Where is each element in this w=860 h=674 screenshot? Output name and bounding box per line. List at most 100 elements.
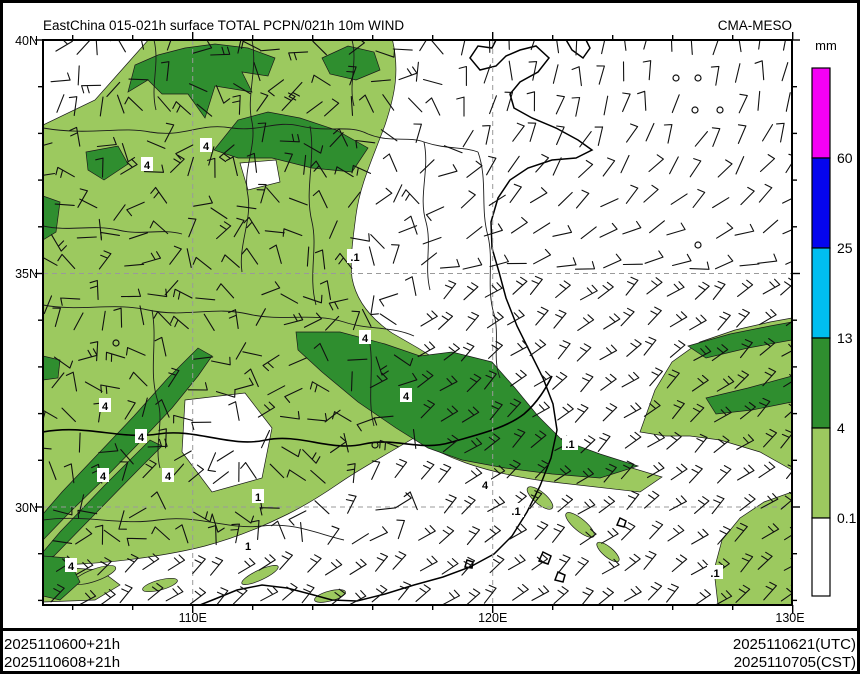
wind-barb (207, 525, 217, 546)
wind-barb (412, 428, 417, 449)
wind-barb (512, 276, 528, 295)
wind-barb (489, 401, 503, 421)
wind-barb (143, 164, 165, 173)
wind-barb (55, 166, 75, 178)
wind-barb (601, 558, 620, 575)
wind-barb (212, 471, 229, 484)
wind-barb (602, 157, 616, 177)
wind-barb (128, 232, 149, 240)
legend-value: 13 (837, 330, 853, 346)
wind-barb (763, 581, 777, 601)
wind-barb (776, 122, 785, 143)
wind-barb (394, 492, 412, 509)
wind-barb (279, 133, 300, 143)
wind-barb (441, 558, 459, 575)
wind-barb (489, 555, 505, 574)
wind-barb (113, 204, 126, 221)
wind-barb (597, 432, 611, 452)
wind-barb (267, 385, 286, 396)
wind-barb (425, 97, 441, 116)
wind-barb (533, 248, 552, 265)
wind-barb (170, 315, 189, 330)
contour-label-box (508, 503, 524, 517)
wind-barb (487, 496, 506, 512)
lon-label-110e: 110E (179, 611, 207, 625)
wind-barb (393, 354, 414, 367)
wind-barb (350, 371, 353, 392)
wind-barb (210, 207, 228, 220)
wind-barb (329, 132, 344, 148)
wind-barb (81, 84, 102, 94)
wind-barb (647, 306, 662, 326)
wind-barb (717, 526, 731, 545)
wind-barb (345, 494, 357, 514)
wind-barb (465, 311, 480, 331)
wind-barb (392, 551, 407, 570)
calm-wind-circle (716, 106, 724, 114)
wind-barb (507, 155, 520, 173)
wind-barb (465, 467, 483, 484)
wind-barb (621, 522, 636, 541)
wind-barb (672, 253, 692, 267)
wind-barb (489, 254, 509, 268)
wind-barb (188, 83, 208, 93)
wind-barb (508, 60, 513, 81)
wind-barb (196, 103, 213, 117)
wind-barb (419, 555, 438, 572)
wind-barb (300, 522, 303, 543)
wind-barb (711, 344, 729, 362)
wind-barb (430, 40, 444, 55)
wind-barb (256, 183, 267, 204)
wind-barb (580, 226, 597, 240)
wind-barb (645, 122, 655, 142)
wind-barb (736, 308, 750, 328)
wind-barb (98, 443, 119, 454)
wind-barb (580, 373, 594, 393)
wind-barb (288, 51, 309, 61)
wind-barb (43, 142, 53, 147)
wind-barb (370, 234, 385, 249)
wind-barb (103, 529, 121, 542)
wind-barb (303, 312, 323, 328)
wind-barb (314, 249, 326, 270)
wind-barb (648, 154, 664, 173)
wind-barb (557, 554, 571, 574)
wind-barb (425, 206, 445, 222)
lon-label-130e: 130E (775, 611, 804, 625)
wind-barb (600, 373, 617, 391)
wind-barb (398, 372, 418, 387)
wind-barb (312, 190, 328, 209)
wind-barb (669, 311, 688, 328)
wind-barb (557, 494, 574, 513)
wind-barb (232, 586, 248, 605)
wind-barb (282, 582, 298, 601)
wind-barb (48, 461, 57, 481)
wind-barb (574, 261, 596, 270)
wind-barb (286, 469, 306, 481)
wind-barb (691, 528, 709, 545)
wind-barb (647, 431, 665, 448)
wind-barb (192, 40, 213, 54)
wind-barb (312, 40, 327, 56)
wind-barb (601, 40, 606, 55)
wind-barb (443, 494, 457, 514)
wind-barb (689, 261, 710, 270)
wind-barb (349, 558, 367, 575)
wind-barb (535, 306, 549, 326)
wind-barb (343, 432, 349, 453)
wind-barb (535, 153, 550, 173)
wind-barb (375, 187, 393, 205)
wind-barb (759, 308, 777, 326)
wind-barb (530, 430, 547, 448)
wind-barb (210, 356, 231, 366)
wind-barb (558, 191, 573, 207)
wind-barb (120, 449, 134, 465)
axis-ticks (35, 32, 800, 613)
wind-barb (324, 98, 340, 117)
wind-barb (670, 193, 688, 205)
contour-label: 4 (144, 160, 151, 172)
wind-barb (757, 253, 778, 264)
wind-barb (739, 401, 756, 420)
wind-barb (236, 205, 257, 210)
wind-barb (157, 96, 171, 112)
